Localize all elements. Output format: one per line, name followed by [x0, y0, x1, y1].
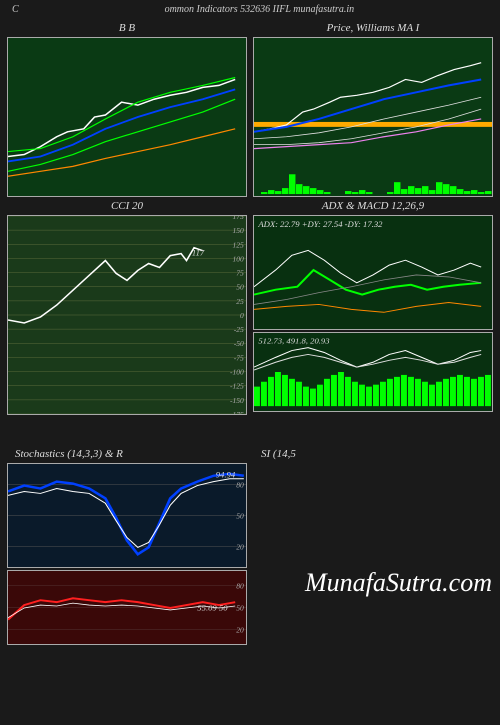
svg-text:50: 50 [236, 513, 244, 521]
si-chart: 20 50 80 55.09 50 [7, 570, 247, 645]
row-1: B B Price, Williams MA I [0, 19, 500, 197]
svg-text:25: 25 [236, 298, 244, 306]
adx-macd-stack: ADX: 22.79 +DY: 27.54 -DY: 17.32 512.73,… [253, 215, 493, 412]
svg-text:150: 150 [232, 227, 244, 235]
header-left-letter: C [12, 4, 19, 15]
spacer [0, 415, 500, 445]
adx-macd-panel: ADX & MACD 12,26,9 ADX: 22.79 +DY: 27.54… [253, 197, 493, 415]
cci-chart: -175 -150 -125 -100 -75 -50 -25 0 25 50 75 100 125 15… [7, 215, 247, 415]
bb-chart [7, 37, 247, 197]
stoch-stack: 20508094.94 20508055.09 50 [7, 463, 247, 645]
page-header: C ommon Indicators 532636 IIFL munafasut… [0, 0, 500, 19]
svg-text:-125: -125 [230, 383, 244, 391]
bb-panel: B B [7, 19, 247, 197]
stoch-panel: Stochastics (14,3,3) & R 20508094.94 205… [7, 445, 247, 645]
price-ma-chart [253, 37, 493, 197]
stoch-title: Stochastics (14,3,3) & R [7, 445, 247, 463]
svg-text:125: 125 [232, 242, 244, 250]
svg-text:-75: -75 [234, 355, 244, 363]
svg-text:20: 20 [236, 627, 244, 635]
svg-text:-175: -175 [230, 411, 244, 414]
header-text: ommon Indicators 532636 IIFL munafasutra… [165, 4, 355, 15]
bb-title: B B [7, 19, 247, 37]
row-2: CCI 20 -175 -150 -125 -100 -75 -50 -25 0 25 50 75 1… [0, 197, 500, 415]
svg-text:-25: -25 [234, 326, 244, 334]
svg-text:175: 175 [232, 216, 244, 221]
watermark: MunafaSutra.com [305, 568, 492, 598]
svg-text:-50: -50 [234, 341, 244, 349]
svg-text:-100: -100 [230, 369, 244, 377]
svg-text:55.09 50: 55.09 50 [197, 604, 227, 613]
svg-text:512.73, 491.8, 20.93: 512.73, 491.8, 20.93 [258, 337, 329, 346]
svg-text:100: 100 [232, 256, 244, 264]
svg-text:80: 80 [236, 583, 244, 591]
cci-title: CCI 20 [7, 197, 247, 215]
svg-text:80: 80 [236, 482, 244, 490]
svg-text:-150: -150 [230, 397, 244, 405]
row-3: Stochastics (14,3,3) & R 20508094.94 205… [0, 445, 500, 645]
svg-text:20: 20 [236, 544, 244, 552]
svg-text:50: 50 [236, 284, 244, 292]
adx-chart: ADX: 22.79 +DY: 27.54 -DY: 17.32 [253, 215, 493, 330]
adx-macd-title: ADX & MACD 12,26,9 [253, 197, 493, 215]
svg-text:ADX: 22.79 +DY: 27.54 -DY: 17.: ADX: 22.79 +DY: 27.54 -DY: 17.32 [257, 220, 382, 229]
svg-text:94.94: 94.94 [216, 471, 235, 480]
price-ma-title: Price, Williams MA I [253, 19, 493, 37]
price-ma-panel: Price, Williams MA I [253, 19, 493, 197]
si-title: SI (14,5 [253, 445, 493, 463]
macd-chart: 512.73, 491.8, 20.93 [253, 332, 493, 412]
stoch-chart: 20 50 8094.94 [7, 463, 247, 568]
svg-text:75: 75 [236, 270, 244, 278]
svg-text:0: 0 [240, 312, 244, 320]
si-panel: SI (14,5 [253, 445, 493, 645]
svg-text:50: 50 [236, 605, 244, 613]
cci-panel: CCI 20 -175 -150 -125 -100 -75 -50 -25 0 25 50 75 1… [7, 197, 247, 415]
svg-text:117: 117 [192, 249, 205, 258]
